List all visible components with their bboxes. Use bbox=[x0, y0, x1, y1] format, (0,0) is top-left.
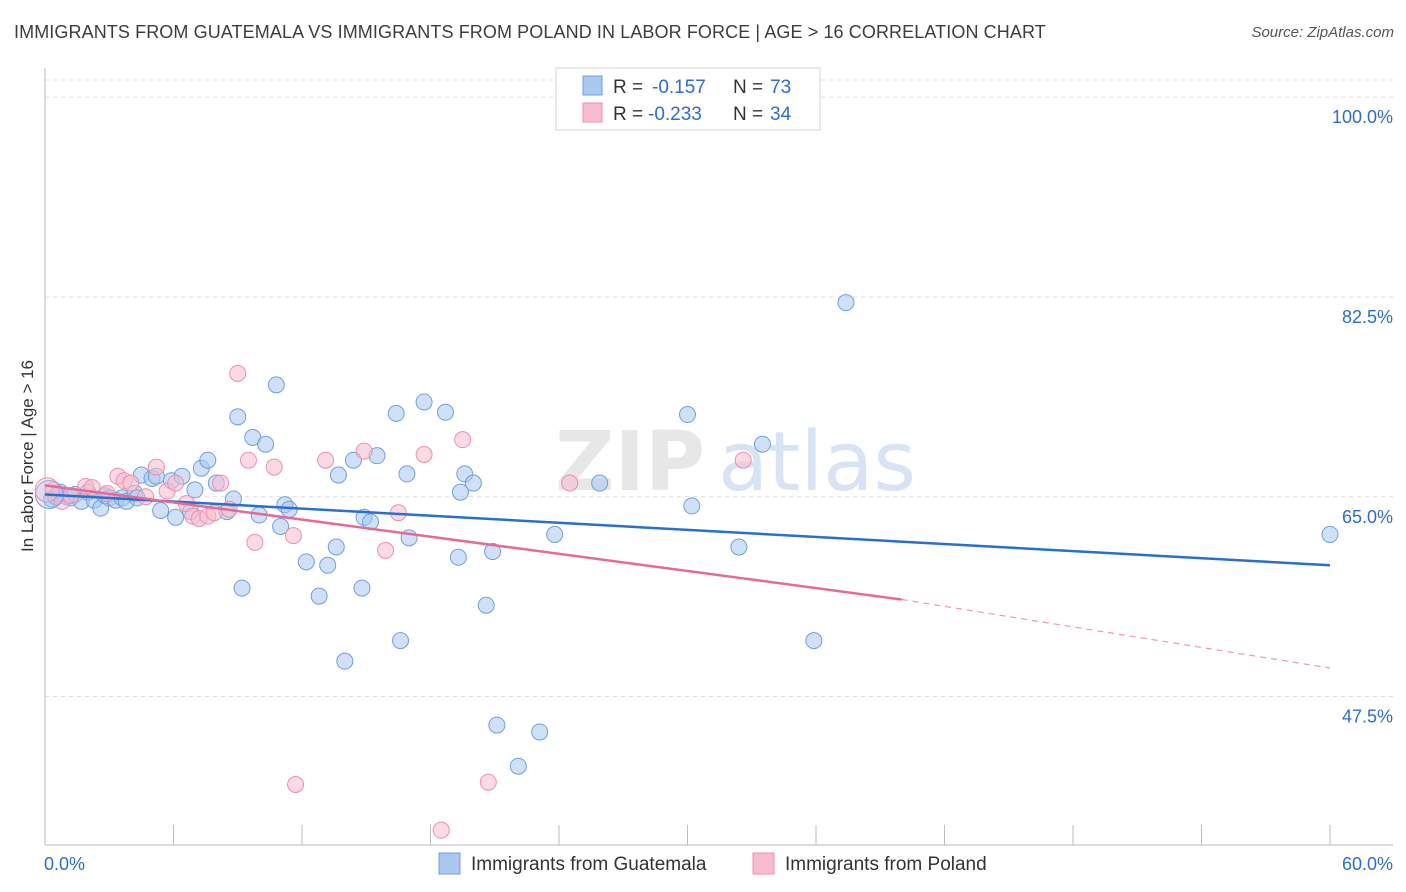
legend-r-value: -0.157 bbox=[652, 77, 706, 98]
legend-n-label: N = bbox=[733, 104, 768, 125]
point-poland bbox=[432, 821, 450, 839]
point-poland bbox=[479, 773, 497, 791]
point-guatemala bbox=[591, 474, 609, 492]
bottom-legend: Immigrants from Guatemala Immigrants fro… bbox=[438, 852, 987, 875]
x-tick-label: 60.0% bbox=[1342, 854, 1393, 874]
point-guatemala bbox=[484, 543, 502, 561]
point-guatemala bbox=[477, 596, 495, 614]
watermark: ZIP atlas bbox=[555, 415, 916, 510]
point-poland bbox=[287, 775, 305, 793]
point-guatemala bbox=[267, 376, 285, 394]
grid-layer bbox=[45, 79, 1393, 698]
point-poland bbox=[355, 442, 373, 460]
point-guatemala bbox=[531, 723, 549, 741]
bottom-legend-swatch-guatemala bbox=[438, 852, 461, 875]
point-poland bbox=[265, 458, 283, 476]
point-guatemala bbox=[436, 403, 454, 421]
point-poland bbox=[317, 451, 335, 469]
point-poland bbox=[377, 541, 395, 559]
point-guatemala bbox=[329, 466, 347, 484]
legend-n-value: 73 bbox=[770, 77, 791, 98]
y-tick-label: 65.0% bbox=[1342, 507, 1393, 527]
point-guatemala bbox=[297, 553, 315, 571]
legend-n-label: N = bbox=[733, 77, 768, 98]
point-poland bbox=[284, 527, 302, 545]
point-guatemala bbox=[730, 538, 748, 556]
point-poland bbox=[454, 431, 472, 449]
point-guatemala bbox=[152, 501, 170, 519]
point-poland bbox=[229, 364, 247, 382]
legend-r-label: R = bbox=[613, 104, 648, 125]
point-poland bbox=[122, 474, 140, 492]
legend-r-value: -0.233 bbox=[648, 104, 702, 125]
point-guatemala bbox=[327, 538, 345, 556]
point-poland bbox=[561, 474, 579, 492]
bottom-legend-swatch-poland bbox=[752, 852, 775, 875]
trend-layer bbox=[44, 484, 1331, 669]
point-guatemala bbox=[679, 406, 696, 424]
point-guatemala bbox=[310, 587, 328, 605]
point-guatemala bbox=[449, 548, 467, 566]
point-guatemala bbox=[464, 474, 482, 492]
point-poland bbox=[239, 451, 257, 469]
y-tick-label: 100.0% bbox=[1332, 107, 1393, 127]
point-poland bbox=[734, 451, 752, 469]
point-poland bbox=[147, 458, 165, 476]
point-guatemala bbox=[229, 408, 247, 426]
point-guatemala bbox=[805, 632, 823, 650]
point-guatemala bbox=[451, 483, 469, 501]
point-guatemala bbox=[319, 556, 337, 574]
point-guatemala bbox=[1321, 525, 1339, 543]
point-guatemala bbox=[488, 716, 506, 734]
point-guatemala bbox=[509, 757, 527, 775]
point-guatemala bbox=[683, 497, 701, 515]
chart-title: IMMIGRANTS FROM GUATEMALA VS IMMIGRANTS … bbox=[14, 22, 1046, 42]
point-guatemala bbox=[199, 451, 217, 469]
y-tick-label: 47.5% bbox=[1342, 707, 1393, 727]
y-axis-label: In Labor Force | Age > 16 bbox=[18, 359, 37, 553]
point-guatemala bbox=[167, 508, 185, 526]
axes-layer bbox=[44, 68, 1393, 846]
point-poland bbox=[167, 474, 185, 492]
point-poland bbox=[212, 474, 230, 492]
bottom-legend-label-poland: Immigrants from Poland bbox=[785, 854, 987, 875]
trend-line-poland bbox=[44, 484, 902, 601]
legend-r-label: R = bbox=[613, 77, 648, 98]
tick-labels-layer: 100.0% 82.5% 65.0% 47.5% 0.0% 60.0% bbox=[44, 107, 1393, 874]
point-guatemala bbox=[398, 465, 416, 483]
point-guatemala bbox=[336, 652, 354, 670]
point-guatemala bbox=[415, 393, 433, 411]
point-guatemala bbox=[546, 525, 564, 543]
point-guatemala bbox=[186, 481, 204, 499]
trend-line-guatemala bbox=[44, 493, 1331, 567]
x-tick-label: 0.0% bbox=[44, 854, 85, 874]
point-poland bbox=[246, 533, 264, 551]
point-poland bbox=[415, 446, 433, 464]
chart-source: Source: ZipAtlas.com bbox=[1251, 24, 1394, 41]
point-cluster-poland bbox=[34, 477, 60, 503]
point-guatemala bbox=[753, 435, 771, 453]
point-guatemala bbox=[387, 404, 405, 422]
point-guatemala bbox=[353, 579, 371, 597]
watermark-zip: ZIP bbox=[555, 415, 705, 510]
point-guatemala bbox=[272, 517, 290, 535]
trend-line-dashed-poland bbox=[901, 598, 1331, 669]
point-guatemala bbox=[233, 579, 251, 597]
bottom-legend-label-guatemala: Immigrants from Guatemala bbox=[471, 854, 707, 875]
y-tick-label: 82.5% bbox=[1342, 307, 1393, 327]
points-layer bbox=[34, 294, 1339, 839]
point-guatemala bbox=[392, 632, 410, 650]
legend-n-value: 34 bbox=[770, 104, 792, 125]
legend-swatch-poland bbox=[582, 102, 603, 123]
point-guatemala bbox=[837, 294, 855, 312]
legend-swatch-guatemala bbox=[582, 75, 603, 96]
point-guatemala bbox=[257, 435, 275, 453]
legend-box: R = -0.157 N = 73 R = -0.233 N = 34 bbox=[555, 67, 821, 131]
